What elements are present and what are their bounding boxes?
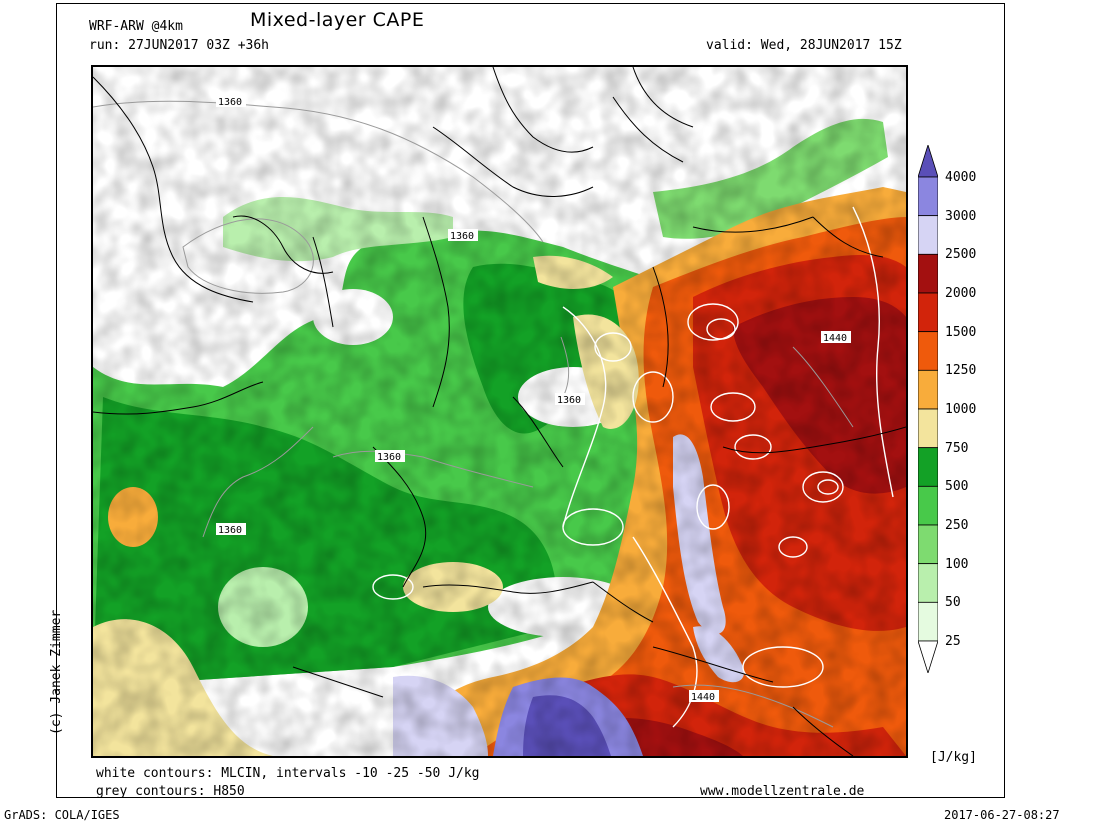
colorbar-swatch — [918, 292, 938, 333]
contour-label: 1360 — [377, 452, 401, 463]
colorbar-tick-label: 750 — [945, 440, 969, 456]
colorbar-swatch — [918, 447, 938, 487]
grey-contours-note: grey contours: H850 — [96, 784, 245, 799]
contour-label: 1360 — [557, 395, 581, 406]
colorbar-swatch — [918, 524, 938, 565]
colorbar-swatch — [918, 176, 938, 217]
colorbar-tick-label: 3000 — [945, 208, 977, 224]
website-link[interactable]: www.modellzentrale.de — [700, 784, 865, 799]
colorbar-swatch — [918, 253, 938, 294]
plot-frame — [56, 3, 1005, 798]
colorbar-tick-label: 25 — [945, 634, 961, 649]
colorbar-top-triangle — [918, 145, 938, 178]
contour-label-box — [216, 95, 246, 107]
author-credit: (c) Janek Zimmer — [49, 609, 64, 735]
contour-label: 1360 — [218, 97, 242, 108]
colorbar-swatch — [918, 369, 938, 410]
map-title: Mixed-layer CAPE — [250, 9, 425, 31]
run-label: run: 27JUN2017 03Z +36h — [89, 38, 270, 53]
generated-timestamp: 2017-06-27-08:27 — [944, 808, 1060, 822]
contour-label: 1360 — [450, 231, 474, 242]
valid-label: valid: Wed, 28JUN2017 15Z — [706, 38, 902, 53]
colorbar-tick-label: 2500 — [945, 247, 977, 263]
colorbar-swatch — [918, 601, 938, 642]
country-borders — [93, 67, 906, 756]
colorbar-swatch — [918, 563, 938, 603]
contour-label: 1440 — [691, 692, 715, 703]
map-canvas: 1360 1360 1360 1360 1360 1440 1440 — [93, 67, 906, 756]
colorbar-swatch — [918, 215, 938, 255]
colorbar-tick-label: 1500 — [945, 324, 977, 340]
white-contours-note: white contours: MLCIN, intervals -10 -25… — [96, 766, 480, 781]
colorbar-tick-label: 500 — [945, 479, 969, 495]
colorbar-unit: [J/kg] — [930, 750, 977, 765]
colorbar-tick-label: 2000 — [945, 286, 977, 301]
h850-contours — [93, 100, 854, 728]
colorbar — [918, 145, 938, 673]
contour-labels: 1360 1360 1360 1360 1360 1440 1440 — [216, 95, 851, 703]
colorbar-bottom-triangle — [918, 640, 938, 673]
software-credit: GrADS: COLA/IGES — [4, 808, 120, 822]
colorbar-tick-label: 4000 — [945, 170, 977, 185]
colorbar-tick-label: 50 — [945, 595, 961, 611]
model-label: WRF-ARW @4km — [89, 19, 183, 34]
colorbar-swatch — [918, 331, 938, 371]
colorbar-swatch — [918, 485, 938, 526]
contour-label: 1440 — [823, 333, 847, 344]
colorbar-tick-label: 250 — [945, 518, 969, 533]
colorbar-tick-label: 100 — [945, 556, 969, 572]
colorbar-tick-label: 1000 — [945, 402, 977, 417]
cape-map: 1360 1360 1360 1360 1360 1440 1440 — [91, 65, 908, 758]
colorbar-swatch — [918, 408, 938, 449]
colorbar-tick-label: 1250 — [945, 363, 977, 379]
mlcin-contours — [372, 206, 894, 728]
contour-label: 1360 — [218, 525, 242, 536]
